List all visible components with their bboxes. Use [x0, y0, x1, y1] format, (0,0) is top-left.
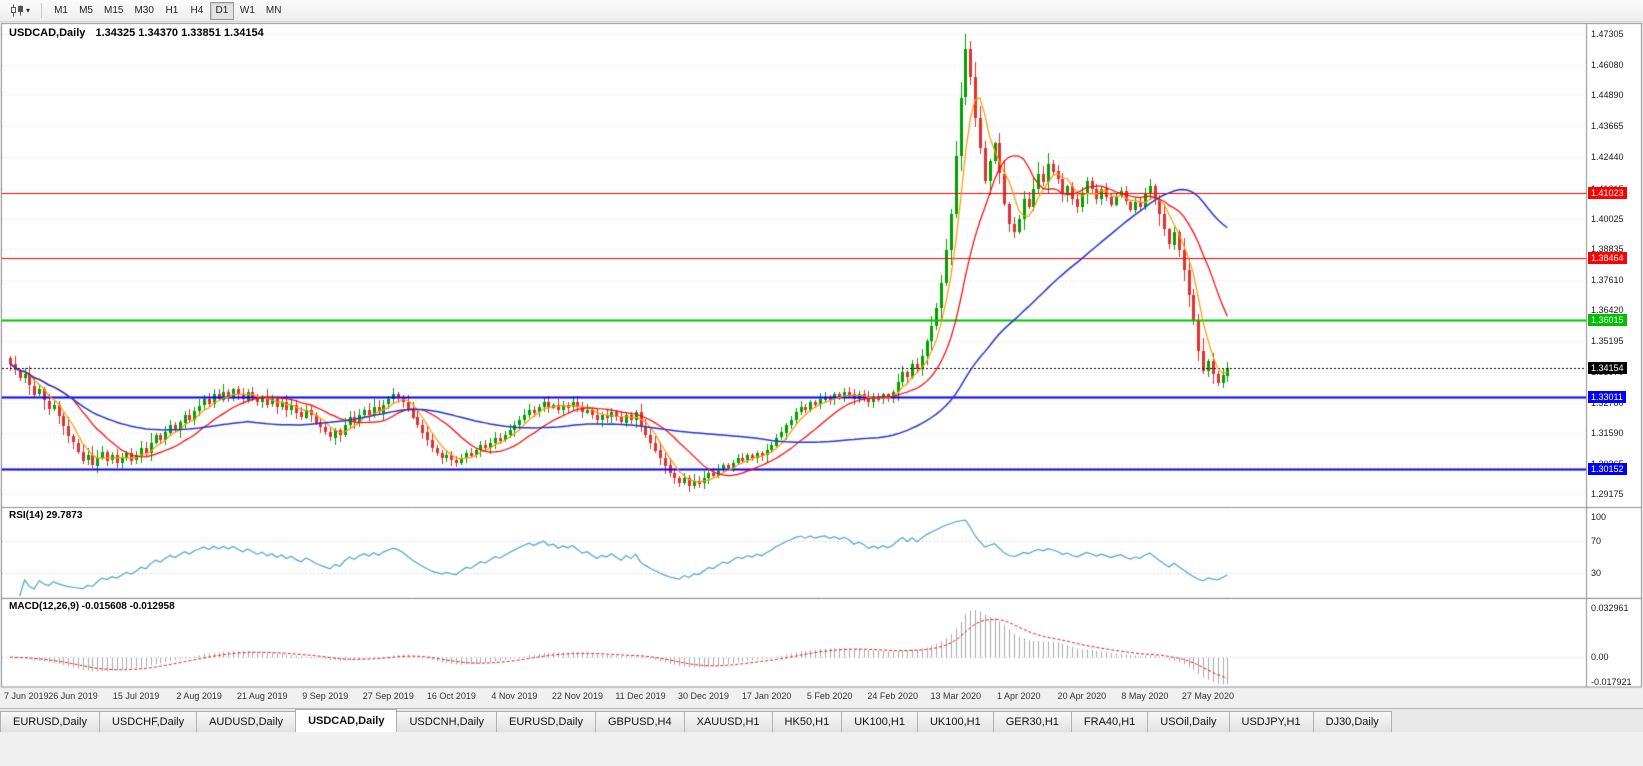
timeframe-button-m30[interactable]: M30: [129, 2, 158, 20]
chart-tab-usdjpy-h1[interactable]: USDJPY,H1: [1228, 711, 1314, 732]
macd-indicator-label: MACD(12,26,9) -0.015608 -0.012958: [9, 601, 175, 612]
timeframe-button-h4[interactable]: H4: [185, 2, 209, 20]
rsi-indicator-label: RSI(14) 29.7873: [9, 510, 83, 521]
timeframe-button-m5[interactable]: M5: [74, 2, 98, 20]
toolbar: ▾ M1 M5 M15 M30 H1 H4 D1 W1 MN: [0, 0, 1643, 22]
date-axis-label: 13 Mar 2020: [930, 691, 982, 701]
chart-tab-eurusd-daily[interactable]: EURUSD,Daily: [0, 711, 100, 732]
timeframe-buttons: M1 M5 M15 M30 H1 H4 D1 W1 MN: [49, 1, 287, 20]
macd-axis-tick: -0.017921: [1591, 677, 1632, 687]
price-level-tag: 1.33011: [1588, 390, 1626, 403]
date-axis-label: 4 Nov 2019: [491, 691, 538, 701]
date-axis-label: 20 Apr 2020: [1057, 691, 1107, 701]
date-axis-label: 9 Sep 2019: [302, 691, 349, 701]
timeframe-button-h1[interactable]: H1: [160, 2, 184, 20]
timeframe-button-d1[interactable]: D1: [209, 1, 234, 20]
date-axis-label: 11 Dec 2019: [615, 691, 666, 701]
chart-symbol-label: USDCAD,Daily: [9, 27, 86, 39]
chart-tab-usdcnh-daily[interactable]: USDCNH,Daily: [396, 711, 498, 732]
chart-tab-usdcad-daily[interactable]: USDCAD,Daily: [295, 709, 398, 732]
price-axis-tick: 1.37610: [1591, 274, 1624, 285]
price-axis-tick: 1.42440: [1591, 152, 1624, 163]
price-axis-tick: 1.35195: [1591, 336, 1624, 347]
chart-tab-xauusd-h1[interactable]: XAUUSD,H1: [683, 711, 773, 732]
chart-tab-uk100-h1[interactable]: UK100,H1: [916, 711, 994, 732]
chart-tab-dj30-daily[interactable]: DJ30,Daily: [1312, 711, 1392, 732]
chart-tab-hk50-h1[interactable]: HK50,H1: [771, 711, 843, 732]
price-axis-tick: 1.46080: [1591, 60, 1624, 71]
price-axis-tick: 1.40025: [1591, 213, 1624, 224]
chart-tab-eurusd-daily[interactable]: EURUSD,Daily: [496, 711, 596, 732]
rsi-axis-tick: 100: [1591, 512, 1607, 522]
chart-tab-usoil-daily[interactable]: USOil,Daily: [1147, 711, 1230, 732]
date-axis-label: 1 Apr 2020: [997, 691, 1041, 701]
timeframe-button-w1[interactable]: W1: [235, 2, 260, 20]
date-axis-label: 30 Dec 2019: [678, 691, 730, 701]
timeframe-button-m1[interactable]: M1: [49, 2, 73, 20]
rsi-axis-tick: 70: [1591, 536, 1602, 546]
chart-tab-ger30-h1[interactable]: GER30,H1: [992, 711, 1072, 732]
price-level-tag: 1.30152: [1588, 463, 1627, 476]
price-axis-tick: 1.44890: [1591, 90, 1624, 101]
price-level-tag: 1.41023: [1588, 187, 1627, 200]
timeframe-button-m15[interactable]: M15: [99, 2, 128, 20]
date-axis-label: 5 Feb 2020: [806, 691, 853, 701]
price-axis-tick: 1.38835: [1591, 243, 1624, 254]
date-axis-label: 17 Jan 2020: [741, 691, 792, 701]
price-level-tag: 1.38464: [1588, 252, 1627, 265]
price-level-tag: 1.36015: [1588, 314, 1627, 327]
macd-axis-tick: 0.032961: [1591, 603, 1629, 613]
chart-tab-gbpusd-h4[interactable]: GBPUSD,H4: [595, 711, 685, 732]
price-level-tag: 1.34154: [1588, 361, 1627, 374]
date-axis-label: 16 Oct 2019: [426, 691, 476, 701]
chart-tab-uk100-h1[interactable]: UK100,H1: [841, 711, 918, 732]
date-axis-label: 15 Jul 2019: [112, 691, 160, 701]
chart-tab-fra40-h1[interactable]: FRA40,H1: [1070, 711, 1149, 732]
date-axis-label: 21 Aug 2019: [236, 691, 288, 701]
price-axis-tick: 1.29175: [1591, 489, 1624, 499]
date-axis-label: 2 Aug 2019: [176, 691, 222, 701]
date-axis-label: 8 May 2020: [1121, 691, 1169, 701]
chevron-down-icon: ▾: [26, 5, 31, 15]
timeframe-button-mn[interactable]: MN: [261, 2, 287, 20]
date-axis-label: 26 Jun 2019: [48, 691, 98, 701]
rsi-axis-tick: 30: [1591, 568, 1602, 578]
chart-tab-usdchf-daily[interactable]: USDCHF,Daily: [98, 711, 198, 732]
chart-ohlc-values: 1.34325 1.34370 1.33851 1.34154: [95, 27, 264, 39]
price-axis-tick: 1.31590: [1591, 427, 1624, 438]
date-axis-label: 7 Jun 2019: [4, 691, 49, 701]
date-axis-label: 27 Sep 2019: [362, 691, 414, 701]
date-axis-label: 24 Feb 2020: [867, 691, 918, 701]
macd-axis-tick: 0.00: [1591, 652, 1609, 663]
date-axis-label: 27 May 2020: [1181, 691, 1234, 701]
candlestick-chart-icon: [11, 4, 23, 17]
chart-tab-audusd-daily[interactable]: AUDUSD,Daily: [196, 711, 297, 732]
date-axis-label: 22 Nov 2019: [551, 691, 603, 701]
chart-tab-bar: EURUSD,Daily USDCHF,Daily AUDUSD,Daily USDC…: [0, 708, 1643, 732]
chart-title: USDCAD,Daily 1.34325 1.34370 1.33851 1.3…: [9, 27, 264, 39]
price-axis-tick: 1.36420: [1591, 305, 1624, 316]
price-axis-tick: 1.43665: [1591, 121, 1624, 132]
price-axis-tick: 1.47305: [1591, 29, 1624, 39]
chart-type-button[interactable]: ▾: [6, 2, 34, 20]
toolbar-separator: [41, 3, 43, 18]
